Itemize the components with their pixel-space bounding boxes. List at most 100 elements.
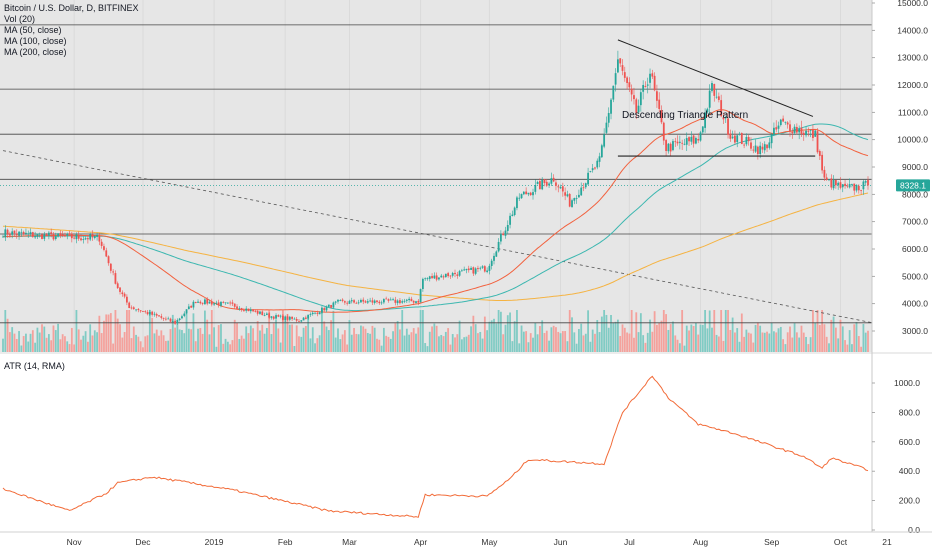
atr-tick-label: 600.0: [899, 437, 921, 447]
candle-body: [587, 172, 589, 185]
volume-bar: [571, 317, 573, 352]
candle: [603, 128, 606, 149]
candle: [825, 173, 828, 181]
candle-body: [371, 300, 374, 303]
candle-body: [403, 300, 406, 302]
candle-body: [708, 90, 711, 108]
volume-bar: [568, 310, 571, 352]
volume-bar: [483, 316, 486, 352]
last-price-label: 8328.1: [900, 180, 926, 190]
candle: [846, 183, 849, 189]
volume-bar: [864, 332, 867, 352]
candle: [295, 317, 298, 323]
volume-bar: [59, 339, 62, 352]
candle: [786, 121, 789, 129]
volume-bar: [128, 310, 131, 352]
candle: [15, 229, 18, 239]
volume-bar: [495, 323, 498, 352]
candle-body: [15, 233, 18, 236]
candle: [119, 287, 121, 295]
candle-body: [555, 182, 557, 186]
candle: [204, 298, 206, 305]
candle-body: [812, 129, 814, 139]
volume-bar: [380, 345, 383, 352]
volume-bar: [809, 337, 812, 352]
candle: [660, 105, 663, 125]
candle-body: [789, 124, 791, 132]
candle-body: [768, 142, 771, 148]
volume-bar: [360, 325, 362, 352]
volume-bar: [119, 324, 121, 352]
volume-bar: [357, 334, 360, 352]
candle-body: [98, 235, 101, 242]
candle-body: [318, 312, 321, 315]
volume-bar: [532, 337, 534, 352]
volume-bar: [73, 344, 76, 352]
candle: [795, 123, 798, 135]
volume-bar: [862, 323, 865, 352]
volume-bar: [98, 315, 101, 352]
candle-body: [130, 307, 133, 309]
volume-bar: [137, 336, 140, 352]
volume-bar: [107, 314, 110, 352]
candle: [596, 158, 599, 170]
volume-bar: [493, 318, 495, 352]
candle: [387, 298, 390, 303]
candle-body: [144, 311, 147, 313]
volume-bar: [169, 329, 172, 352]
candle: [337, 299, 339, 304]
candle-body: [116, 283, 119, 289]
candle: [215, 300, 218, 305]
candle-body: [798, 128, 801, 133]
volume-bar: [318, 335, 321, 352]
candle-body: [380, 302, 383, 304]
candle: [848, 178, 851, 189]
volume-bar: [284, 320, 287, 352]
candle-body: [153, 313, 156, 315]
volume-bar: [41, 324, 43, 352]
candle-body: [183, 313, 186, 316]
volume-bar: [766, 331, 768, 352]
volume-bar: [506, 315, 509, 352]
volume-bar: [626, 332, 628, 352]
volume-bar: [607, 327, 610, 352]
atr-tick-label: 200.0: [899, 496, 921, 506]
volume-bar: [676, 339, 679, 352]
volume-bar: [364, 328, 367, 352]
candle: [467, 265, 470, 273]
volume-bar: [635, 312, 638, 352]
candle-body: [722, 117, 725, 120]
candle: [91, 230, 94, 241]
candle-body: [598, 156, 601, 162]
volume-bar: [447, 328, 450, 352]
volume-bar: [513, 321, 516, 352]
volume-bar: [64, 336, 66, 352]
candle: [98, 233, 101, 246]
candle-body: [470, 267, 472, 270]
candle: [479, 266, 482, 271]
volume-bar: [208, 334, 211, 352]
candle: [220, 301, 222, 308]
candle-body: [213, 303, 215, 305]
candle: [433, 272, 436, 279]
candle-body: [662, 122, 665, 141]
candle: [623, 66, 626, 82]
volume-bar: [399, 329, 401, 352]
candle: [720, 94, 723, 118]
volume-bar: [814, 322, 817, 352]
candle: [773, 122, 775, 137]
candle-body: [426, 278, 429, 280]
candle-body: [80, 238, 82, 241]
volume-bar: [38, 332, 41, 352]
volume-bar: [417, 327, 420, 352]
volume-bar: [543, 332, 546, 352]
candle-body: [793, 126, 796, 133]
candle-body: [185, 309, 188, 314]
volume-bar: [832, 316, 835, 352]
candle: [543, 179, 546, 187]
candle-body: [114, 273, 117, 284]
candle: [823, 166, 826, 181]
candle-body: [477, 268, 479, 270]
candle-body: [142, 311, 144, 312]
candle-body: [440, 275, 443, 278]
